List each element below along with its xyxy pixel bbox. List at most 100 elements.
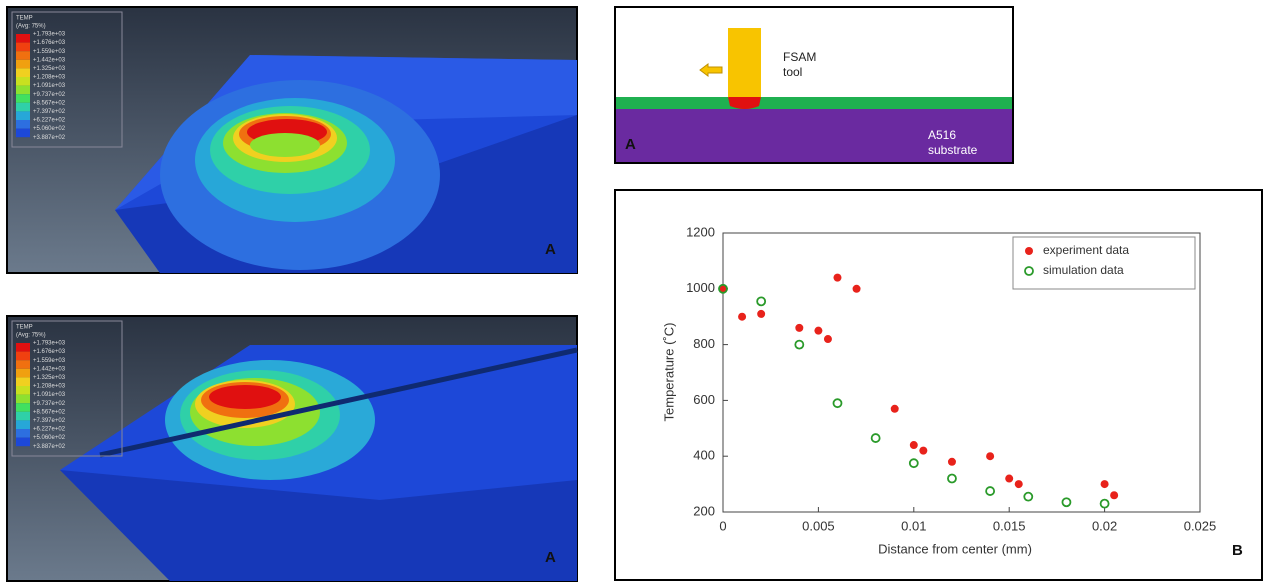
- contour-level: +1.442e+03: [33, 57, 66, 63]
- x-tick-label: 0.015: [993, 518, 1026, 533]
- contour-title: TEMP: [16, 16, 33, 22]
- contour-level: +6.227e+02: [33, 118, 66, 124]
- contour-level: +1.208e+03: [33, 384, 66, 390]
- contour-level: +1.793e+03: [33, 32, 66, 38]
- x-tick-label: 0.01: [901, 518, 926, 533]
- contour-band: [16, 94, 30, 103]
- contour-level: +9.737e+02: [33, 92, 66, 98]
- contour-level: +1.442e+03: [33, 366, 66, 372]
- legend-label: simulation data: [1043, 263, 1124, 277]
- contour-level: +7.397e+02: [33, 418, 66, 424]
- x-axis-label: Distance from center (mm): [878, 541, 1032, 556]
- contour-band: [16, 60, 30, 69]
- contour-subtitle: (Avg: 75%): [16, 24, 46, 30]
- page: {"contour_plot": {"title": "TEMP", "subt…: [0, 0, 1269, 584]
- point: [853, 285, 861, 293]
- contour-band: [16, 412, 30, 421]
- x-tick-label: 0.025: [1184, 518, 1217, 533]
- contour-band: [16, 103, 30, 112]
- contour-level: +1.091e+03: [33, 392, 66, 398]
- contour-level: +1.559e+03: [33, 49, 66, 55]
- point: [1005, 475, 1013, 483]
- contour-level: +1.325e+03: [33, 375, 66, 381]
- contour-band: [16, 403, 30, 412]
- y-axis-label: Temperature (˚C): [661, 323, 676, 422]
- contour-band: [16, 86, 30, 95]
- contour-band: [16, 120, 30, 129]
- tool-label: FSAM: [783, 50, 816, 64]
- contour-band: [16, 377, 30, 386]
- contour-subtitle: (Avg: 75%): [16, 333, 46, 339]
- contour-level: +1.559e+03: [33, 358, 66, 364]
- x-tick-label: 0.005: [802, 518, 835, 533]
- contour-level: +5.060e+02: [33, 435, 66, 441]
- point: [891, 405, 899, 413]
- point: [910, 441, 918, 449]
- contour-level: +5.060e+02: [33, 126, 66, 132]
- contour-band: [16, 43, 30, 52]
- y-tick-label: 400: [693, 448, 715, 463]
- contour-band: [16, 369, 30, 378]
- schematic: FSAM tool A516 substrate A: [615, 7, 1013, 163]
- x-tick-label: 0.02: [1092, 518, 1117, 533]
- contour-panel: A TEMP (Avg: 75%) +1.793e+03 +1.676e+03 +1.5…: [7, 316, 577, 581]
- contour-band: [16, 111, 30, 120]
- substrate-label: A516: [928, 128, 956, 142]
- contour-level: +1.208e+03: [33, 75, 66, 81]
- panel-label: B: [1232, 542, 1243, 559]
- contour-band: [16, 343, 30, 352]
- point: [1110, 491, 1118, 499]
- contour-level: +1.676e+03: [33, 40, 66, 46]
- contour-band: [16, 420, 30, 429]
- panel-label: A: [545, 549, 556, 566]
- contour-level: +8.567e+02: [33, 100, 66, 106]
- y-tick-label: 1000: [686, 280, 715, 295]
- legend-label: experiment data: [1043, 243, 1129, 257]
- contour-title: TEMP: [16, 325, 33, 331]
- contour-level: +1.091e+03: [33, 83, 66, 89]
- contour-level: +9.737e+02: [33, 401, 66, 407]
- contour-level: +3.887e+02: [33, 135, 66, 141]
- point: [1015, 480, 1023, 488]
- tool-label: tool: [783, 65, 802, 79]
- y-tick-label: 600: [693, 392, 715, 407]
- contour-band: [16, 429, 30, 438]
- point: [919, 447, 927, 455]
- contour-band: [16, 386, 30, 395]
- contour-band: [16, 395, 30, 404]
- x-tick-label: 0: [719, 518, 726, 533]
- contour-level: +6.227e+02: [33, 427, 66, 433]
- legend-marker: [1025, 247, 1033, 255]
- contour-band: [16, 360, 30, 369]
- point: [738, 313, 746, 321]
- contour-level: +1.676e+03: [33, 349, 66, 355]
- y-tick-label: 800: [693, 336, 715, 351]
- point: [833, 274, 841, 282]
- panel-label: A: [625, 136, 636, 153]
- point: [986, 452, 994, 460]
- substrate-label: substrate: [928, 143, 978, 157]
- point: [824, 335, 832, 343]
- y-tick-label: 1200: [686, 224, 715, 239]
- contour-level: +8.567e+02: [33, 409, 66, 415]
- point: [757, 310, 765, 318]
- point: [795, 324, 803, 332]
- contour-band: [16, 352, 30, 361]
- contour-level: +1.325e+03: [33, 66, 66, 72]
- point: [948, 458, 956, 466]
- panel-label: A: [545, 241, 556, 258]
- contour-band: [16, 68, 30, 77]
- contour-level: +7.397e+02: [33, 109, 66, 115]
- contour-band: [16, 129, 30, 138]
- y-tick-label: 200: [693, 503, 715, 518]
- contour-band: [16, 438, 30, 447]
- contour-band: [16, 77, 30, 86]
- contour-band: [16, 34, 30, 43]
- point: [1101, 480, 1109, 488]
- contour-band: [16, 51, 30, 60]
- contour-level: +3.887e+02: [33, 444, 66, 450]
- point: [814, 327, 822, 335]
- contour-level: +1.793e+03: [33, 341, 66, 347]
- figure: A TEMP (Avg: 75%) +1.793e+03 +1.676e+03 +1.5…: [0, 0, 1269, 584]
- contour-panel: A TEMP (Avg: 75%) +1.793e+03 +1.676e+03 +1.5…: [7, 7, 577, 273]
